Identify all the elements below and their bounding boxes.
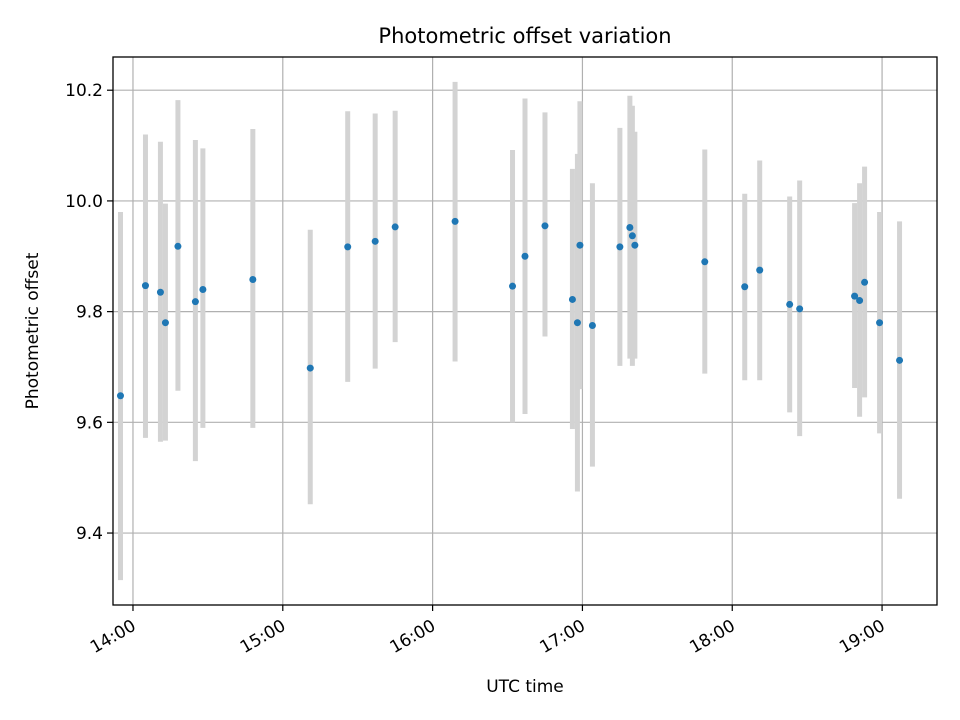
data-point (521, 252, 529, 260)
y-tick-label: 10.2 (65, 81, 103, 101)
data-point (896, 356, 904, 364)
data-point (191, 298, 199, 306)
x-axis-label: UTC time (486, 677, 564, 697)
data-point (856, 297, 864, 305)
data-point (576, 241, 584, 249)
data-point (741, 283, 749, 291)
data-point (174, 242, 182, 250)
y-tick-label: 9.6 (76, 413, 103, 433)
y-tick-label: 9.4 (76, 524, 103, 544)
data-point (626, 223, 634, 231)
data-point (391, 223, 399, 231)
data-point (161, 319, 169, 327)
data-point (796, 305, 804, 313)
data-point (756, 266, 764, 274)
data-point (631, 241, 639, 249)
y-axis-label: Photometric offset (23, 252, 43, 409)
y-tick-label: 10.0 (65, 192, 103, 212)
data-point (541, 222, 549, 230)
data-point (588, 321, 596, 329)
data-point (701, 258, 709, 266)
data-point (371, 237, 379, 245)
data-point (116, 392, 124, 400)
data-points (116, 217, 904, 400)
data-point (249, 276, 257, 284)
data-point (306, 364, 314, 372)
data-point (786, 300, 794, 308)
data-point (156, 288, 164, 296)
chart-title: Photometric offset variation (378, 24, 671, 48)
data-point (573, 319, 581, 327)
data-point (141, 282, 149, 290)
data-point (199, 285, 207, 293)
data-point (568, 295, 576, 303)
data-point (851, 292, 859, 300)
data-point (509, 282, 517, 290)
plot-frame (112, 56, 938, 606)
data-point (616, 243, 624, 251)
data-point (876, 319, 884, 327)
data-point (861, 278, 869, 286)
data-point (451, 217, 459, 225)
data-point (344, 243, 352, 251)
y-tick-label: 9.8 (76, 303, 103, 323)
data-point (628, 232, 636, 240)
y-axis-ticks: 9.4 9.6 9.8 10.0 10.2 (65, 81, 113, 544)
